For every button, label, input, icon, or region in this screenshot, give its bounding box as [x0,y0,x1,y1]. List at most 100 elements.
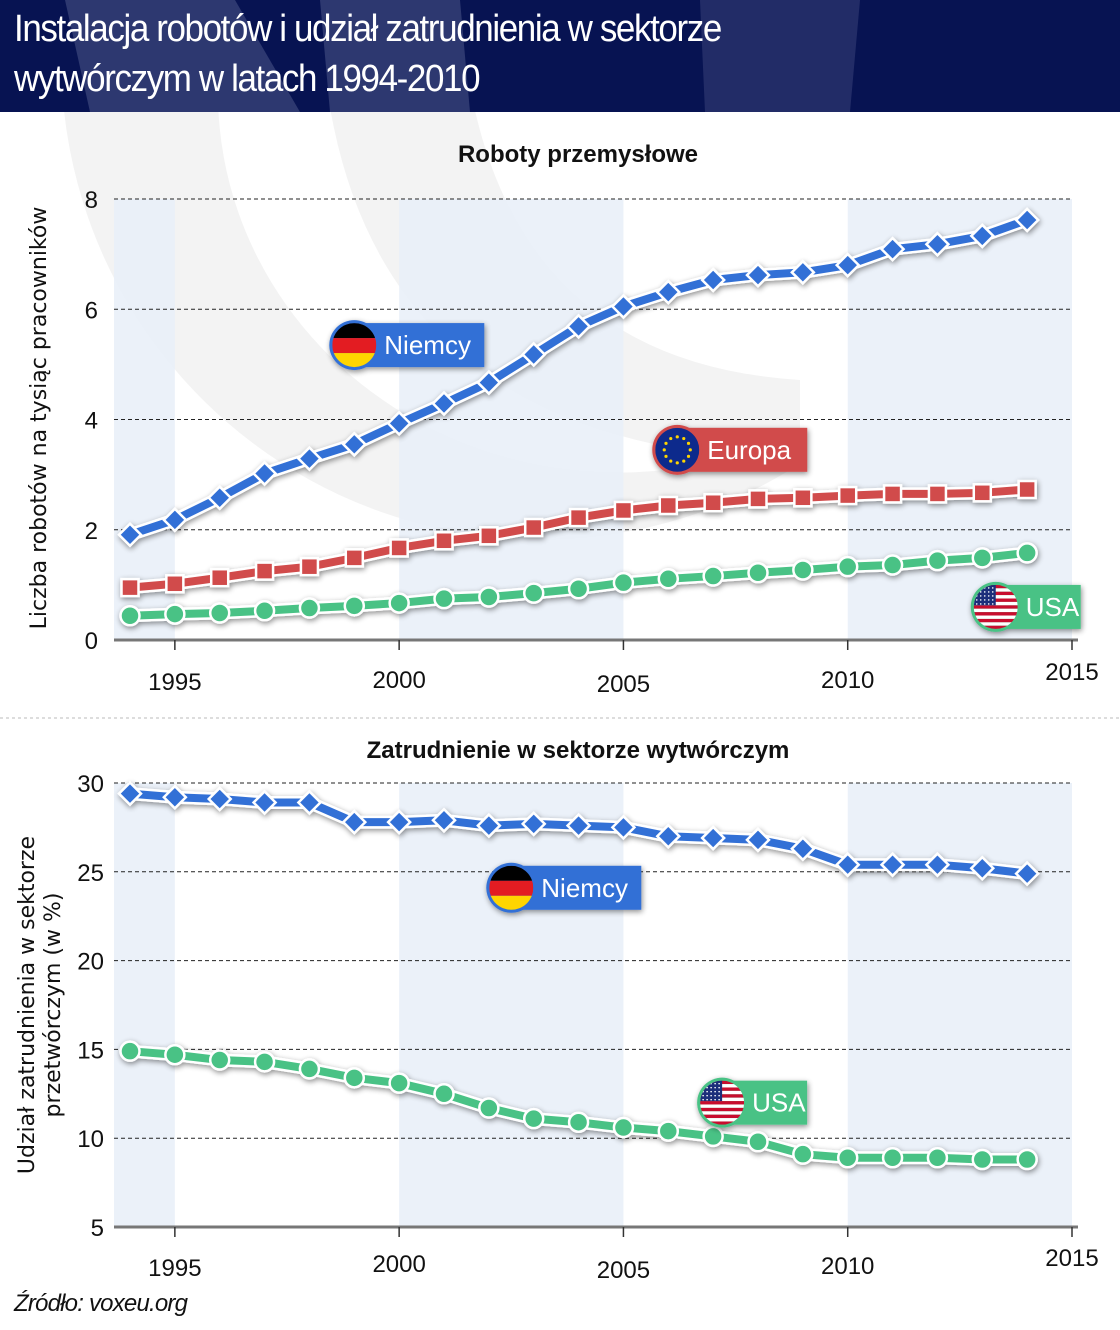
data-point [299,556,320,577]
data-point [343,595,366,617]
data-point [386,410,412,437]
data-point [434,531,454,551]
data-point [389,538,409,558]
data-point [1014,207,1040,233]
data-point [120,577,140,598]
data-point [162,507,188,533]
data-point [971,547,994,569]
data-point [747,561,769,584]
y-tick-label: 20 [77,949,104,976]
source-note: Źródło: voxeu.org [14,1290,188,1317]
chart-manufacturing-employment: Zatrudnienie w sektorze wytwórczym Udzia… [15,737,1099,1284]
series-label-europa: Europa [652,424,808,475]
watermark-arc-left [61,0,790,540]
series-niemcy [117,207,1040,548]
data-point [206,786,233,812]
data-point [476,369,502,396]
data-point [657,568,680,590]
y-tick-label: 10 [77,1126,104,1153]
data-point [792,1143,814,1165]
data-point [117,780,143,807]
series-labels: Niemcy USA [486,862,808,1128]
series-label-usa: USA [697,1077,808,1128]
y-tick-label: 30 [77,771,104,798]
data-point [254,561,275,581]
data-point [386,809,412,835]
data-point [520,811,547,837]
data-point [745,262,771,288]
x-tick-label: 2010 [821,667,874,694]
x-tick-label: 2000 [372,1251,425,1278]
x-tick-label: 2015 [1045,659,1098,686]
series-group [117,780,1040,1171]
data-point [1016,542,1038,564]
series-label-niemcy: Niemcy [329,320,485,371]
page-title-line1: Instalacja robotów i udział zatrudnienia… [14,8,722,50]
data-point [702,565,724,587]
page-title-line2: wytwórczym w latach 1994-2010 [14,58,481,100]
data-point [612,1116,635,1139]
data-point [700,825,726,851]
watermark-arc-right [320,0,800,460]
series-label-usa: USA [970,581,1081,632]
data-point [209,567,230,588]
data-point [927,484,948,504]
data-point [296,789,323,816]
y-tick-label: 6 [85,297,98,324]
data-point [478,1097,500,1119]
badge-label: Niemcy [541,873,628,903]
data-point [700,267,726,293]
data-point [924,231,951,257]
gridlines [114,198,1072,531]
x-tick-label: 2015 [1045,1245,1098,1272]
data-point [343,1067,366,1089]
series-niemcy [117,780,1040,887]
data-point [341,809,368,835]
data-point [837,485,858,506]
data-point [431,390,457,417]
y-axis-label-line1: Udział zatrudnienia w sektorze [15,836,40,1174]
y-tick-label: 5 [91,1215,104,1242]
x-tick-label: 1995 [148,1255,201,1282]
data-point [119,604,141,627]
shaded-band [399,783,624,1227]
data-point [523,517,544,538]
data-point [253,1051,276,1073]
data-point [251,460,278,487]
data-point [790,259,816,286]
data-point [1014,860,1040,887]
x-tick-label: 2010 [821,1253,874,1280]
x-tick-label: 2000 [372,667,425,694]
usa-flag-icon [970,581,1021,632]
data-point [208,1049,231,1071]
data-point [476,812,502,839]
x-axis: 1995 2000 2005 2010 2015 [114,638,1099,698]
x-axis: 1995 2000 2005 2010 2015 [114,1225,1099,1284]
y-tick-label: 0 [85,628,98,655]
data-point [924,851,951,878]
data-point [568,507,589,528]
chart-title: Zatrudnienie w sektorze wytwórczym [367,737,790,764]
data-point [479,526,499,546]
germany-flag-icon [329,320,380,371]
data-point [793,488,813,508]
data-point [520,341,547,368]
data-point [834,851,861,878]
y-axis-label: Liczba robotów na tysiąc pracowników [27,207,52,630]
data-point [747,1131,769,1153]
y-tick-label: 15 [77,1037,104,1064]
data-point [296,445,323,472]
data-point [879,236,906,262]
data-point [251,789,278,816]
data-point [298,1058,321,1080]
data-point [567,1111,590,1133]
data-point [206,485,233,511]
data-point [969,855,996,882]
data-point [612,571,635,594]
data-point [610,293,637,320]
data-point [164,603,186,625]
data-point [926,1146,949,1169]
chart-title: Roboty przemysłowe [458,141,698,168]
